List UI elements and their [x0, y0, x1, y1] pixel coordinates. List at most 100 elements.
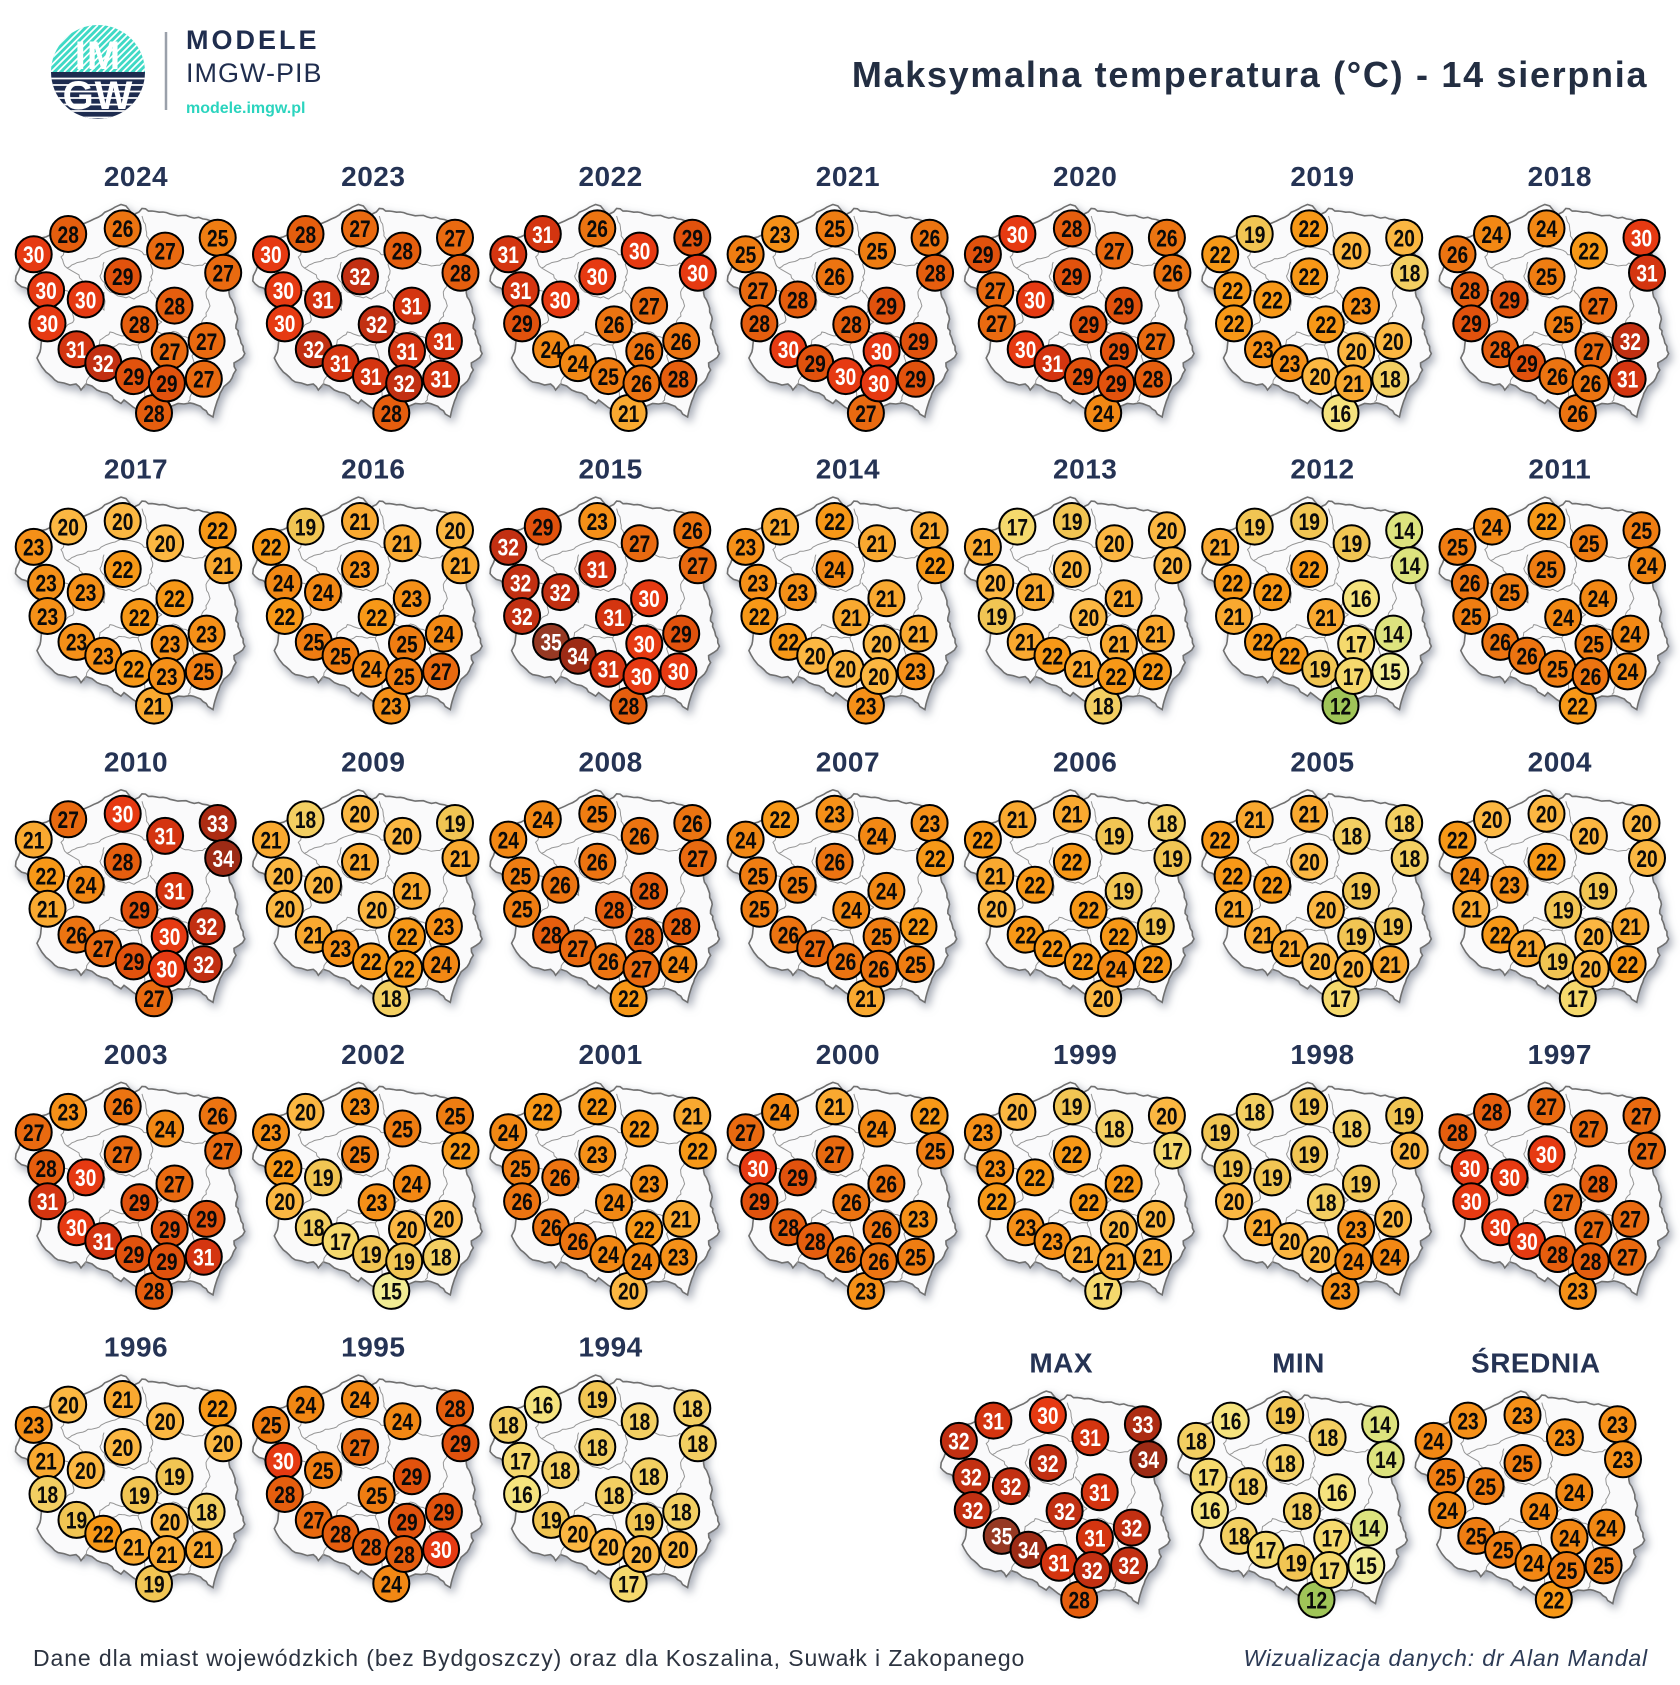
svg-text:14: 14 — [1382, 621, 1404, 648]
svg-text:31: 31 — [401, 293, 422, 320]
svg-text:19: 19 — [1061, 509, 1082, 536]
svg-text:18: 18 — [303, 1215, 324, 1242]
svg-text:30: 30 — [35, 278, 56, 305]
svg-text:22: 22 — [1490, 922, 1511, 949]
svg-text:MIN: MIN — [1272, 1348, 1325, 1379]
svg-text:22: 22 — [908, 914, 929, 941]
svg-text:17: 17 — [1322, 1526, 1343, 1553]
svg-text:28: 28 — [924, 261, 945, 288]
svg-text:24: 24 — [401, 1171, 423, 1198]
svg-text:22: 22 — [1567, 693, 1588, 720]
svg-text:20: 20 — [1156, 1103, 1177, 1130]
svg-text:23: 23 — [1015, 1215, 1036, 1242]
svg-text:23: 23 — [908, 1207, 929, 1234]
svg-text:19: 19 — [1275, 1403, 1296, 1430]
svg-text:27: 27 — [58, 807, 79, 834]
svg-text:22: 22 — [629, 1116, 650, 1143]
svg-text:20: 20 — [433, 1207, 454, 1234]
svg-text:22: 22 — [1578, 238, 1599, 265]
svg-text:21: 21 — [1252, 922, 1273, 949]
svg-text:18: 18 — [587, 1435, 608, 1462]
svg-text:25: 25 — [1475, 1474, 1496, 1501]
svg-text:18: 18 — [1341, 1116, 1362, 1143]
svg-text:19: 19 — [1113, 879, 1134, 906]
svg-text:18: 18 — [1380, 367, 1401, 394]
svg-text:28: 28 — [671, 914, 692, 941]
svg-text:24: 24 — [1596, 1515, 1618, 1542]
svg-text:31: 31 — [532, 222, 553, 249]
svg-text:24: 24 — [735, 827, 757, 854]
svg-text:22: 22 — [1222, 571, 1243, 598]
svg-text:26: 26 — [1162, 261, 1183, 288]
svg-text:28: 28 — [668, 367, 689, 394]
svg-text:19: 19 — [1394, 1103, 1415, 1130]
svg-text:27: 27 — [1631, 1103, 1652, 1130]
svg-text:31: 31 — [603, 605, 624, 632]
svg-text:25: 25 — [1578, 531, 1599, 558]
svg-text:21: 21 — [123, 1535, 144, 1562]
svg-text:21: 21 — [618, 401, 639, 428]
svg-text:32: 32 — [1620, 329, 1641, 356]
svg-text:21: 21 — [143, 693, 164, 720]
svg-text:18: 18 — [603, 1483, 624, 1510]
svg-text:19: 19 — [1244, 222, 1265, 249]
svg-text:20: 20 — [1223, 1189, 1244, 1216]
svg-text:31: 31 — [510, 278, 531, 305]
svg-text:23: 23 — [93, 644, 114, 671]
svg-text:23: 23 — [381, 693, 402, 720]
svg-text:21: 21 — [349, 850, 370, 877]
svg-text:20: 20 — [1108, 1217, 1129, 1244]
svg-text:29: 29 — [682, 226, 703, 253]
svg-text:20: 20 — [1156, 518, 1177, 545]
svg-text:18: 18 — [1104, 1116, 1125, 1143]
svg-text:25: 25 — [510, 1156, 531, 1183]
svg-text:17: 17 — [1198, 1465, 1219, 1492]
svg-text:26: 26 — [868, 1249, 889, 1276]
svg-text:20: 20 — [868, 664, 889, 691]
svg-text:26: 26 — [1580, 371, 1601, 398]
svg-text:14: 14 — [1370, 1412, 1392, 1439]
svg-text:17: 17 — [1343, 664, 1364, 691]
svg-text:25: 25 — [1593, 1553, 1614, 1580]
svg-text:28: 28 — [1490, 337, 1511, 364]
svg-text:22: 22 — [1061, 850, 1082, 877]
svg-text:21: 21 — [349, 509, 370, 536]
svg-text:32: 32 — [1054, 1499, 1075, 1526]
svg-text:30: 30 — [1461, 1189, 1482, 1216]
svg-text:24: 24 — [1620, 621, 1642, 648]
svg-text:2017: 2017 — [104, 454, 168, 485]
svg-text:21: 21 — [392, 531, 413, 558]
svg-text:24: 24 — [824, 557, 846, 584]
svg-text:21: 21 — [1024, 580, 1045, 607]
svg-text:21: 21 — [1072, 657, 1093, 684]
svg-text:19: 19 — [312, 1165, 333, 1192]
svg-text:22: 22 — [1262, 873, 1283, 900]
svg-text:19: 19 — [1588, 879, 1609, 906]
svg-text:27: 27 — [631, 957, 652, 984]
svg-text:25: 25 — [510, 863, 531, 890]
svg-text:Wizualizacja danych: dr Alan M: Wizualizacja danych: dr Alan Mandal — [1243, 1645, 1648, 1671]
svg-text:23: 23 — [1554, 1425, 1575, 1452]
svg-text:17: 17 — [1093, 1279, 1114, 1306]
svg-text:20: 20 — [273, 863, 294, 890]
svg-text:19: 19 — [1162, 846, 1183, 873]
svg-text:2006: 2006 — [1053, 746, 1117, 777]
svg-text:22: 22 — [1299, 557, 1320, 584]
svg-text:24: 24 — [312, 580, 334, 607]
svg-text:23: 23 — [1279, 351, 1300, 378]
svg-text:23: 23 — [747, 571, 768, 598]
svg-text:16: 16 — [511, 1482, 532, 1509]
svg-text:MODELE: MODELE — [186, 25, 320, 55]
svg-text:32: 32 — [366, 312, 387, 339]
svg-text:20: 20 — [58, 1392, 79, 1419]
svg-text:30: 30 — [274, 311, 295, 338]
svg-text:28: 28 — [164, 293, 185, 320]
svg-text:22: 22 — [1105, 664, 1126, 691]
svg-text:30: 30 — [37, 311, 58, 338]
svg-text:24: 24 — [154, 1116, 176, 1143]
svg-text:18: 18 — [550, 1458, 571, 1485]
svg-text:22: 22 — [924, 846, 945, 873]
svg-text:32: 32 — [93, 351, 114, 378]
svg-text:26: 26 — [587, 216, 608, 243]
svg-text:19: 19 — [587, 1387, 608, 1414]
